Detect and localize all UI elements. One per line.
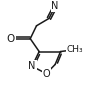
Text: CH₃: CH₃ [66, 45, 83, 54]
Text: N: N [52, 1, 59, 12]
Text: N: N [28, 61, 36, 71]
Text: O: O [7, 34, 15, 44]
Text: O: O [42, 69, 50, 79]
